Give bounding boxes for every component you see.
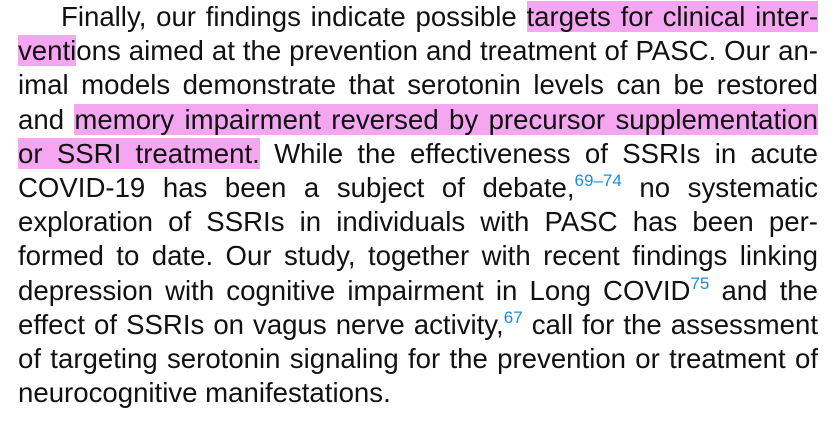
- text-line: depression with cognitive impairment in …: [18, 273, 818, 306]
- text-line: or SSRI treatment. While the effectivene…: [18, 137, 818, 169]
- text-line: imal models demonstrate that serotonin l…: [18, 69, 818, 101]
- text-line: neurocognitive manifestations.: [18, 377, 391, 409]
- citation-link[interactable]: 75: [690, 273, 710, 293]
- citation-link[interactable]: 69–74: [574, 170, 622, 190]
- text-line: exploration of SSRIs in individuals with…: [18, 206, 818, 238]
- text-line: effect of SSRIs on vagus nerve activity,…: [18, 307, 818, 340]
- text-line: formed to date. Our study, together with…: [18, 240, 818, 272]
- text-line: COVID-19 has been a subject of debate,69…: [18, 170, 818, 203]
- text-line: Finally, our findings indicate possible …: [61, 1, 818, 32]
- highlight: memory impairment reversed by precursor …: [74, 103, 818, 135]
- highlight: targets for clinical inter-: [526, 1, 818, 32]
- text-line: of targeting serotonin signaling for the…: [18, 342, 818, 374]
- citation-link[interactable]: 67: [503, 307, 523, 327]
- text-line: and memory impairment reversed by precur…: [18, 103, 818, 135]
- highlight: or SSRI treatment.: [18, 137, 260, 169]
- text-line: ventions aimed at the prevention and tre…: [18, 35, 818, 67]
- body-paragraph: Finally, our findings indicate possible …: [18, 0, 818, 410]
- highlight: venti: [18, 35, 77, 67]
